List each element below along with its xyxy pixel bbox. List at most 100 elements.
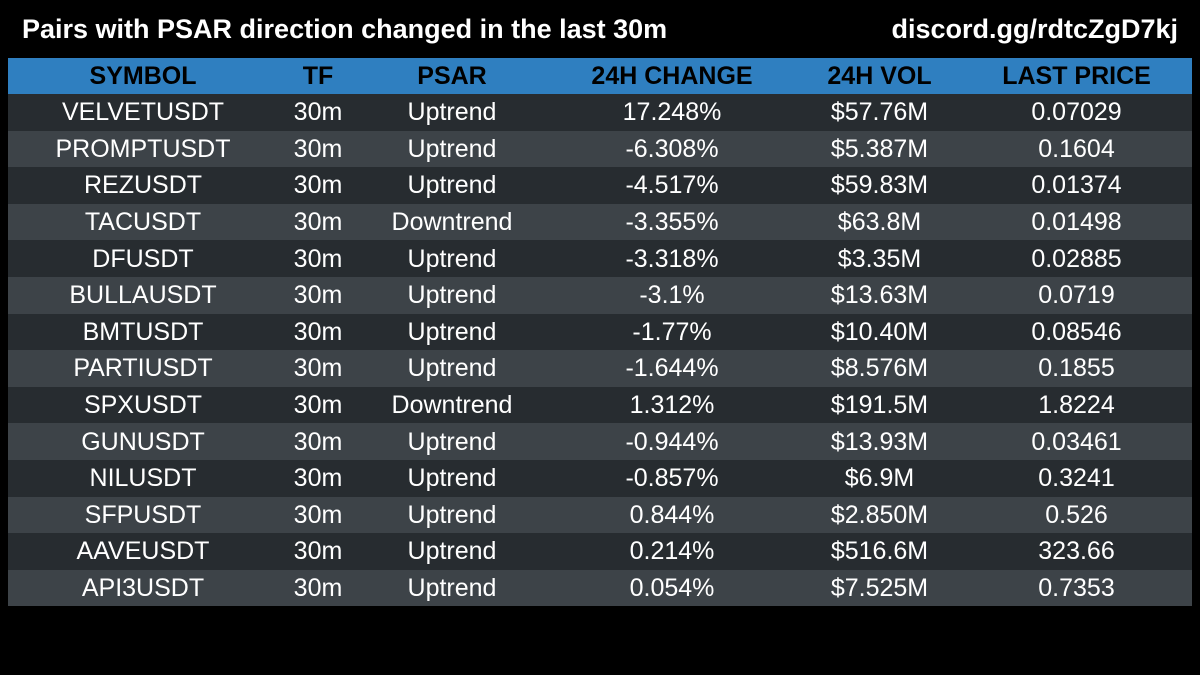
cell-24h-change: 0.844% [629, 500, 715, 529]
cell-24h-change: 17.248% [622, 98, 722, 127]
cell-psar: Uptrend [407, 464, 497, 493]
table-row: AAVEUSDT 30m Uptrend 0.214% $516.6M 323.66 [8, 533, 1192, 570]
cell-24h-change: -4.517% [625, 171, 719, 200]
table-row: REZUSDT 30m Uptrend -4.517% $59.83M 0.01374 [8, 167, 1192, 204]
cell-last-price: 0.1604 [1038, 134, 1115, 163]
header-bar: Pairs with PSAR direction changed in the… [0, 0, 1200, 58]
cell-symbol: GUNUSDT [81, 427, 205, 456]
cell-24h-change: 0.214% [629, 537, 715, 566]
cell-24h-vol: $13.93M [830, 427, 929, 456]
table-row: PARTIUSDT 30m Uptrend -1.644% $8.576M 0.1855 [8, 350, 1192, 387]
cell-symbol: REZUSDT [83, 171, 203, 200]
cell-psar: Uptrend [407, 244, 497, 273]
cell-24h-vol: $10.40M [830, 317, 929, 346]
cell-24h-change: -1.644% [625, 354, 719, 383]
cell-psar: Downtrend [391, 208, 513, 237]
cell-symbol: PROMPTUSDT [55, 134, 231, 163]
cell-last-price: 0.01374 [1031, 171, 1122, 200]
cell-last-price: 0.1855 [1038, 354, 1115, 383]
table-row: GUNUSDT 30m Uptrend -0.944% $13.93M 0.03461 [8, 423, 1192, 460]
cell-symbol: DFUSDT [92, 244, 194, 273]
cell-last-price: 0.03461 [1031, 427, 1122, 456]
table-row: TACUSDT 30m Downtrend -3.355% $63.8M 0.01498 [8, 203, 1192, 241]
table-row: BMTUSDT 30m Uptrend -1.77% $10.40M 0.08546 [8, 313, 1192, 351]
cell-last-price: 1.8224 [1038, 391, 1115, 420]
discord-link[interactable]: discord.gg/rdtcZgD7kj [891, 14, 1178, 44]
cell-tf: 30m [293, 427, 343, 456]
cell-last-price: 0.3241 [1038, 464, 1115, 493]
cell-symbol: NILUSDT [89, 464, 197, 493]
table-row: PROMPTUSDT 30m Uptrend -6.308% $5.387M 0.1604 [8, 130, 1192, 168]
column-header-tf: TF [302, 62, 334, 90]
cell-24h-vol: $13.63M [830, 281, 929, 310]
cell-last-price: 0.526 [1045, 500, 1108, 529]
cell-24h-vol: $3.35M [837, 244, 922, 273]
cell-24h-change: -6.308% [625, 134, 719, 163]
column-header-symbol: SYMBOL [89, 62, 197, 90]
cell-tf: 30m [293, 464, 343, 493]
table-row: VELVETUSDT 30m Uptrend 17.248% $57.76M 0.0702… [8, 94, 1192, 131]
cell-tf: 30m [293, 134, 343, 163]
table-row: SPXUSDT 30m Downtrend 1.312% $191.5M 1.8224 [8, 386, 1192, 424]
cell-tf: 30m [293, 171, 343, 200]
cell-symbol: API3USDT [81, 574, 205, 603]
column-header-last-price: LAST PRICE [1002, 62, 1151, 90]
cell-psar: Uptrend [407, 171, 497, 200]
table-header-row: SYMBOL TF PSAR 24H CHANGE 24H VOL LAST P… [8, 58, 1192, 94]
cell-tf: 30m [293, 244, 343, 273]
cell-psar: Uptrend [407, 427, 497, 456]
cell-tf: 30m [293, 500, 343, 529]
cell-psar: Uptrend [407, 98, 497, 127]
cell-symbol: SFPUSDT [84, 500, 202, 529]
cell-last-price: 323.66 [1038, 537, 1115, 566]
table-row: DFUSDT 30m Uptrend -3.318% $3.35M 0.02885 [8, 240, 1192, 277]
cell-24h-vol: $516.6M [830, 537, 929, 566]
cell-tf: 30m [293, 317, 343, 346]
column-header-24h-change: 24H CHANGE [591, 62, 753, 90]
cell-psar: Uptrend [407, 281, 497, 310]
cell-24h-change: -3.318% [625, 244, 719, 273]
cell-tf: 30m [293, 574, 343, 603]
cell-tf: 30m [293, 354, 343, 383]
cell-24h-vol: $57.76M [830, 98, 929, 127]
cell-24h-change: -3.1% [639, 281, 705, 310]
cell-psar: Downtrend [391, 391, 513, 420]
cell-24h-change: -3.355% [625, 208, 719, 237]
psar-table: SYMBOL TF PSAR 24H CHANGE 24H VOL LAST P… [8, 58, 1192, 607]
page-title: Pairs with PSAR direction changed in the… [22, 14, 668, 44]
cell-24h-vol: $191.5M [830, 391, 929, 420]
cell-24h-change: -1.77% [632, 317, 712, 346]
cell-last-price: 0.08546 [1031, 317, 1122, 346]
cell-tf: 30m [293, 391, 343, 420]
table-row: BULLAUSDT 30m Uptrend -3.1% $13.63M 0.0719 [8, 276, 1192, 314]
cell-tf: 30m [293, 537, 343, 566]
cell-24h-change: 0.054% [629, 574, 715, 603]
cell-symbol: PARTIUSDT [73, 354, 213, 383]
cell-24h-vol: $59.83M [830, 171, 929, 200]
cell-symbol: TACUSDT [84, 208, 202, 237]
cell-symbol: BULLAUSDT [69, 281, 217, 310]
cell-24h-change: -0.944% [625, 427, 719, 456]
cell-24h-vol: $8.576M [830, 354, 929, 383]
column-header-psar: PSAR [417, 62, 487, 90]
cell-symbol: AAVEUSDT [76, 537, 210, 566]
column-header-24h-vol: 24H VOL [827, 62, 932, 90]
cell-symbol: SPXUSDT [83, 391, 203, 420]
cell-24h-vol: $5.387M [830, 134, 929, 163]
table-row: SFPUSDT 30m Uptrend 0.844% $2.850M 0.526 [8, 496, 1192, 534]
cell-tf: 30m [293, 208, 343, 237]
cell-last-price: 0.02885 [1031, 244, 1122, 273]
cell-psar: Uptrend [407, 500, 497, 529]
cell-tf: 30m [293, 98, 343, 127]
cell-24h-vol: $7.525M [830, 574, 929, 603]
psar-table-container: SYMBOL TF PSAR 24H CHANGE 24H VOL LAST P… [8, 58, 1192, 607]
cell-psar: Uptrend [407, 317, 497, 346]
cell-psar: Uptrend [407, 574, 497, 603]
cell-tf: 30m [293, 281, 343, 310]
cell-24h-change: 1.312% [629, 391, 715, 420]
cell-psar: Uptrend [407, 134, 497, 163]
cell-symbol: VELVETUSDT [61, 98, 225, 127]
cell-psar: Uptrend [407, 354, 497, 383]
cell-psar: Uptrend [407, 537, 497, 566]
table-row: NILUSDT 30m Uptrend -0.857% $6.9M 0.3241 [8, 459, 1192, 497]
